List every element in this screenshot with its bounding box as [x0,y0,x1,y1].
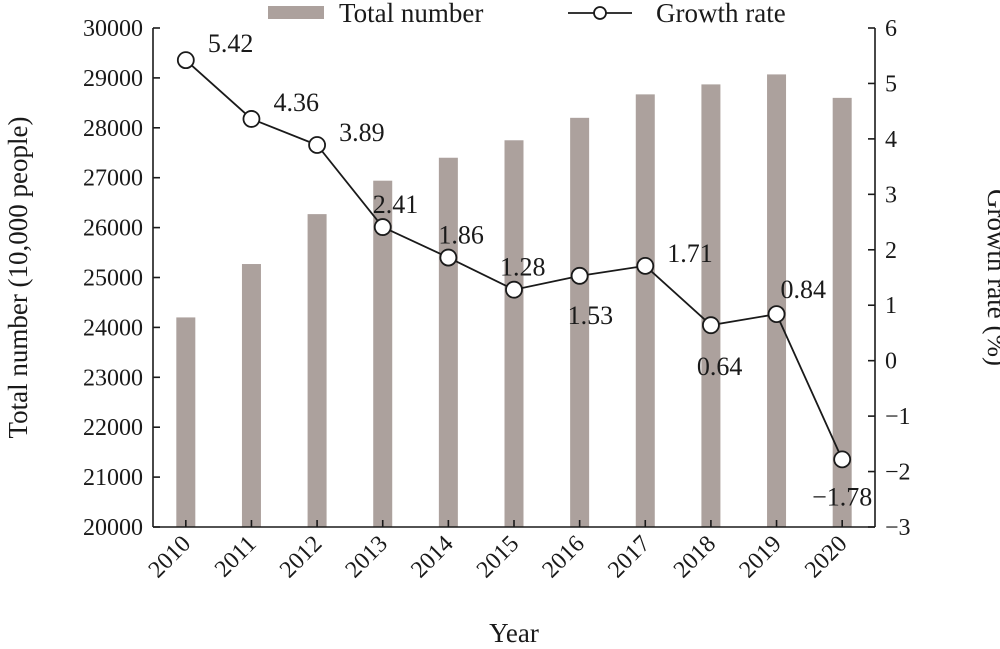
y-left-tick-label: 28000 [83,116,143,142]
x-tick-label: 2016 [538,531,590,583]
growth-rate-point-2012 [308,136,326,154]
growth-rate-point-2013 [373,218,392,236]
data-label-2017: 1.71 [667,239,713,268]
growth-rate-point-2010 [176,51,195,70]
bar-2014 [438,157,458,528]
x-tick-label: 2015 [472,531,524,583]
y-right-tick-label: −1 [885,404,911,430]
data-label-2010: 5.42 [208,29,254,58]
bar-series-total-number [176,74,852,528]
x-tick-label: 2014 [406,531,458,583]
y-axis-left-title: Total number (10,000 people) [3,116,33,438]
growth-rate-point-2019 [767,305,786,323]
legend: Total number Growth rate [268,0,786,28]
x-tick-label: 2020 [800,531,852,583]
legend-growth-rate-marker [593,6,607,20]
data-labels: 5.42 4.36 3.89 2.41 1.86 1.28 1.53 1.71 0.64 0.84… [208,29,872,511]
y-left-tick-label: 27000 [83,166,143,192]
x-tick-label: 2010 [144,531,196,583]
y-right-tick-label: 5 [885,71,897,97]
y-axis-right-title: Growth rate (%) [982,189,1000,366]
y-right-tick-label: 3 [885,182,897,208]
y-left-tick-label: 20000 [83,515,143,541]
y-right-tick-label: 2 [885,238,897,264]
data-label-2020: −1.78 [812,482,872,511]
x-tick-label: 2017 [603,531,655,583]
y-left-tick-label: 24000 [83,315,143,341]
y-left-tick-label: 29000 [83,66,143,92]
axes: 20000 21000 22000 23000 24000 25000 26000 27000… [83,16,911,583]
bar-2017 [635,94,655,527]
growth-rate-point-2016 [570,266,589,285]
bar-2013 [373,180,393,527]
x-tick-label: 2018 [669,531,721,583]
y-right-tick-label: 4 [885,127,897,153]
data-label-2011: 4.36 [273,88,319,117]
data-label-2015: 1.28 [500,253,546,282]
data-label-2012: 3.89 [339,118,385,147]
x-tick-label: 2019 [734,531,786,583]
bar-2018 [701,84,721,528]
data-label-2016: 1.53 [568,301,614,330]
y-left-tick-label: 30000 [83,16,143,42]
y-left-tick-label: 22000 [83,415,143,441]
y-right-tick-label: 0 [885,349,897,375]
growth-rate-point-2011 [242,110,261,128]
y-left-tick-label: 23000 [83,365,143,391]
y-right-tick-label: −2 [885,460,911,486]
bar-2016 [570,117,590,527]
y-left-tick-label: 26000 [83,216,143,242]
y-left-tick-label: 25000 [83,266,143,292]
bar-2020 [832,97,852,528]
y-right-tick-label: 1 [885,293,897,319]
growth-rate-point-2017 [636,256,655,275]
growth-rate-point-2015 [505,280,523,299]
x-tick-label: 2012 [275,531,327,583]
y-right-tick-label: −3 [885,515,911,541]
data-label-2018: 0.64 [697,352,743,381]
bar-2012 [307,214,327,527]
bar-2015 [504,140,524,527]
bar-2019 [767,74,787,528]
data-label-2014: 1.86 [438,221,484,250]
growth-rate-point-2020 [833,450,852,469]
bar-2011 [241,264,261,527]
bar-2010 [176,317,196,527]
y-left-tick-label: 21000 [83,465,143,491]
data-label-2019: 0.84 [781,275,827,304]
legend-growth-rate-label: Growth rate [656,0,786,28]
line-series-growth-rate [176,51,852,469]
x-axis-title: Year [489,618,539,648]
legend-total-number-label: Total number [339,0,483,28]
data-label-2013: 2.41 [373,190,419,219]
x-tick-label: 2013 [341,531,393,583]
growth-rate-point-2014 [439,248,458,267]
legend-total-number-swatch [268,6,324,19]
x-tick-label: 2011 [210,531,262,583]
growth-rate-point-2018 [702,316,720,335]
y-right-tick-label: 6 [885,16,897,42]
